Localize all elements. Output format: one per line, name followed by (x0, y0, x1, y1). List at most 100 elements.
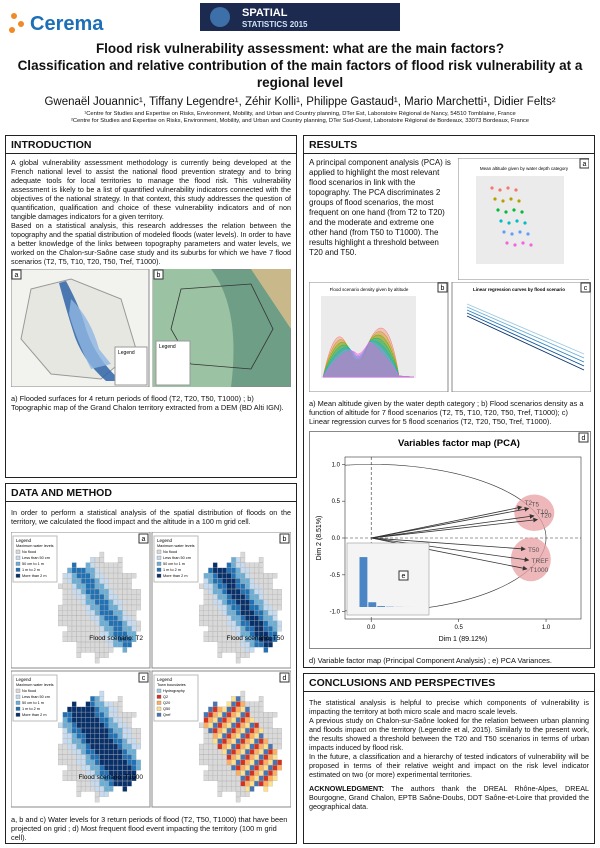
grid-cell (268, 588, 273, 595)
grid-cell (117, 610, 123, 616)
grid-cell (71, 599, 77, 605)
panel-label: a (15, 272, 19, 279)
grid-cell (104, 583, 109, 589)
banner-bg (200, 3, 400, 31)
grid-cell (208, 733, 213, 739)
grid-cell (58, 615, 63, 621)
legend-item: More than 2 m (22, 574, 46, 578)
grid-cell (122, 647, 128, 653)
grid-cell (212, 717, 218, 723)
grid-cell (208, 759, 213, 766)
grid-cell (208, 615, 213, 621)
grid-cell (85, 786, 91, 792)
grid-cell (67, 722, 72, 729)
grid-cell (67, 749, 72, 755)
grid-cell (117, 781, 123, 787)
grid-cell (231, 743, 236, 750)
grid-cell (212, 610, 218, 616)
grid-cell (258, 754, 264, 760)
grid-cell (94, 657, 100, 664)
grid-cell (240, 567, 246, 574)
grid-cell (277, 733, 282, 739)
decor-regression (466, 309, 585, 363)
grid-cell (76, 786, 82, 792)
legend-item: More than 2 m (22, 713, 46, 717)
grid-cell (235, 754, 241, 760)
grid-cell (99, 765, 105, 771)
grid-cell (245, 754, 250, 760)
grid-cell (212, 583, 218, 589)
grid-cell (108, 636, 114, 643)
grid-cell (249, 636, 255, 643)
grid-cell (117, 701, 123, 707)
grid-cell (254, 626, 259, 632)
figure-caption: d) Variable factor map (Principal Compon… (309, 655, 552, 665)
legend-swatch (15, 712, 21, 717)
decor-point (493, 197, 497, 201)
grid-cell (76, 712, 82, 718)
legend-title: Legend (159, 344, 176, 350)
grid-cell (268, 765, 273, 771)
grid-cell (90, 743, 95, 750)
grid-cell (94, 781, 100, 787)
grid-cell (254, 578, 259, 584)
grid-cell (272, 733, 278, 739)
grid-cell (104, 706, 109, 713)
panel-label-box (153, 269, 164, 280)
grid-cell (203, 573, 209, 579)
legend-item: 1 m to 2 m (22, 568, 40, 572)
grid-cell (94, 738, 100, 744)
grid-cell (85, 706, 91, 713)
grid-cell (117, 775, 123, 782)
grid-cell (62, 754, 68, 760)
grid-cell (94, 743, 100, 750)
grid-cell (99, 786, 105, 792)
grid-cell (254, 620, 259, 627)
grid-cell (62, 599, 68, 605)
grid-cell (122, 749, 128, 755)
grid-cell (117, 759, 123, 766)
grid-cell (217, 636, 223, 643)
grid-cell (76, 583, 82, 589)
grid-cell (240, 743, 246, 750)
decor-density (322, 327, 415, 378)
grid-cell (199, 759, 204, 766)
grid-cell (212, 631, 218, 637)
grid-cell (263, 573, 269, 579)
grid-cell (117, 631, 123, 637)
grid-cell (226, 583, 232, 589)
grid-cell (136, 604, 141, 611)
grid-cell (203, 728, 209, 734)
grid-cell (203, 636, 209, 643)
grid-cell (104, 728, 109, 734)
grid-cell (254, 636, 259, 643)
grid-cell (67, 583, 72, 589)
grid-cell (131, 615, 137, 621)
grid-cell (231, 615, 236, 621)
grid-cell (208, 738, 213, 744)
grid-cell (90, 733, 95, 739)
grid-cell (85, 573, 91, 579)
panel-label-box (398, 570, 409, 581)
grid-cell (235, 631, 241, 637)
grid-cell (226, 631, 232, 637)
grid-cell (249, 765, 255, 771)
grid-cell (117, 583, 123, 589)
grid-cell (272, 636, 278, 643)
grid-cell (136, 733, 141, 739)
grid-cell (235, 706, 241, 713)
grid-cell (113, 588, 118, 595)
grid-cell (117, 722, 123, 729)
grid-cell (113, 743, 118, 750)
grid-cell (268, 738, 273, 744)
grid-cell (277, 594, 282, 600)
loading-arrow (371, 513, 535, 539)
grid-cell (131, 610, 137, 616)
grid-cell (203, 610, 209, 616)
grid-cell (231, 696, 236, 702)
grid-cell (268, 615, 273, 621)
grid-cell (217, 749, 223, 755)
grid-cell (71, 728, 77, 734)
paragraph: Based on a statistical analysis, this re… (11, 221, 291, 266)
